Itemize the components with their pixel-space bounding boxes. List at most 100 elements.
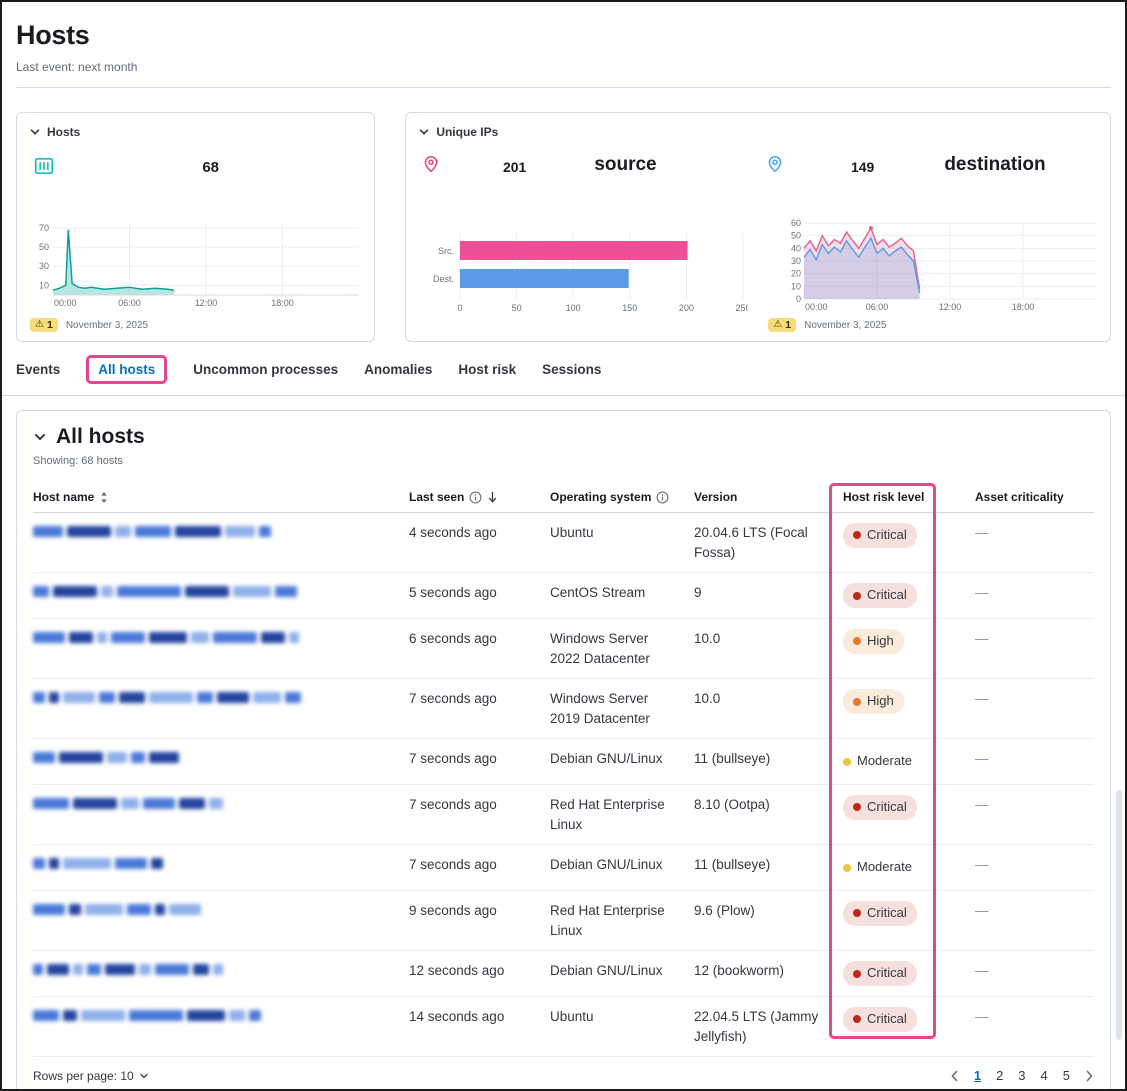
- version-cell: 22.04.5 LTS (Jammy Jellyfish): [694, 1009, 819, 1044]
- asset-criticality-cell: —: [975, 1009, 989, 1024]
- risk-dot-icon: [853, 803, 861, 812]
- page-5-button[interactable]: 5: [1062, 1068, 1070, 1084]
- asset-criticality-cell: —: [975, 903, 989, 919]
- page-1-button[interactable]: 1: [973, 1068, 982, 1084]
- svg-text:100: 100: [566, 303, 581, 313]
- risk-badge: Moderate: [843, 855, 922, 880]
- chevron-down-icon: [140, 1073, 148, 1078]
- table-row[interactable]: 7 seconds ago Debian GNU/Linux 11 (bulls…: [33, 739, 1094, 786]
- svg-text:10: 10: [791, 281, 801, 291]
- table-row[interactable]: 12 seconds ago Debian GNU/Linux 12 (book…: [33, 951, 1094, 997]
- svg-text:10: 10: [39, 280, 49, 290]
- risk-badge: Critical: [843, 795, 917, 820]
- last-seen-cell: 4 seconds ago: [409, 525, 497, 540]
- tab-all-hosts[interactable]: All hosts: [86, 355, 168, 384]
- table-row[interactable]: 5 seconds ago CentOS Stream 9 Critical —: [33, 573, 1094, 619]
- tab-sessions[interactable]: Sessions: [542, 362, 602, 377]
- risk-cell: Critical: [833, 523, 975, 548]
- tab-uncommon-processes[interactable]: Uncommon processes: [193, 362, 339, 377]
- table-row[interactable]: 14 seconds ago Ubuntu 22.04.5 LTS (Jammy…: [33, 997, 1094, 1058]
- host-name-cell[interactable]: [33, 689, 409, 704]
- risk-dot-icon: [843, 863, 851, 872]
- hosts-panel-toggle[interactable]: Hosts: [29, 125, 80, 139]
- risk-dot-icon: [853, 591, 861, 600]
- svg-text:30: 30: [39, 261, 49, 271]
- chart-warning-badge[interactable]: ⚠ 1: [30, 318, 58, 332]
- host-name-cell[interactable]: [33, 629, 409, 643]
- warning-icon: ⚠: [35, 319, 44, 330]
- info-icon[interactable]: [656, 491, 669, 504]
- page-3-button[interactable]: 3: [1018, 1068, 1026, 1084]
- col-host-name[interactable]: Host name: [33, 490, 409, 504]
- host-name-cell[interactable]: [33, 1007, 409, 1021]
- host-name-cell[interactable]: [33, 901, 409, 916]
- host-name-cell[interactable]: [33, 523, 409, 537]
- host-name-cell[interactable]: [33, 583, 409, 598]
- rows-per-page-button[interactable]: Rows per page: 10: [33, 1069, 149, 1083]
- last-seen-cell: 9 seconds ago: [409, 903, 497, 919]
- host-name-cell[interactable]: [33, 961, 409, 976]
- os-cell: Debian GNU/Linux: [550, 751, 663, 767]
- risk-label: High: [867, 693, 894, 709]
- version-cell: 10.0: [694, 691, 721, 707]
- host-name-cell[interactable]: [33, 795, 409, 810]
- col-risk-label: Host risk level: [843, 490, 925, 504]
- host-name-cell[interactable]: [33, 855, 409, 870]
- chart-warning-badge[interactable]: ⚠ 1: [768, 318, 797, 332]
- table-row[interactable]: 7 seconds ago Red Hat Enterprise Linux 8…: [33, 785, 1094, 846]
- asset-criticality-cell: —: [975, 797, 989, 813]
- table-row[interactable]: 7 seconds ago Debian GNU/Linux 11 (bulls…: [33, 845, 1094, 892]
- host-name-cell[interactable]: [33, 749, 409, 764]
- table-row[interactable]: 9 seconds ago Red Hat Enterprise Linux 9…: [33, 891, 1094, 952]
- risk-label: Critical: [867, 587, 907, 603]
- svg-text:70: 70: [39, 223, 49, 233]
- version-cell: 9.6 (Plow): [694, 903, 755, 919]
- risk-badge: Critical: [843, 1007, 917, 1032]
- risk-badge: Critical: [843, 961, 917, 986]
- unique-ips-panel-toggle[interactable]: Unique IPs: [418, 125, 498, 139]
- table-row[interactable]: 7 seconds ago Windows Server 2019 Datace…: [33, 679, 1094, 740]
- col-last-seen[interactable]: Last seen: [409, 490, 550, 504]
- page-4-button[interactable]: 4: [1040, 1068, 1048, 1084]
- risk-cell: Critical: [833, 1007, 975, 1032]
- svg-text:40: 40: [791, 243, 801, 253]
- ips-line-chart: 0 10 20 30 40 50 60 00:00 06:00 12:00 18:00: [791, 218, 1097, 312]
- tab-anomalies[interactable]: Anomalies: [364, 362, 433, 377]
- svg-text:00:00: 00:00: [54, 298, 77, 308]
- risk-dot-icon: [853, 637, 861, 646]
- next-page-button[interactable]: [1085, 1070, 1094, 1082]
- risk-dot-icon: [843, 757, 851, 766]
- os-cell: Red Hat Enterprise Linux: [550, 797, 665, 832]
- ips-line-chart-wrap: 0 10 20 30 40 50 60 00:00 06:00 12:00 18:00: [780, 217, 1102, 318]
- table-header: Host name Last seen: [33, 485, 1094, 513]
- last-seen-cell: 7 seconds ago: [409, 797, 497, 813]
- ips-bar-chart: 0 50 100 150 200 250 Src. Dest.: [433, 233, 751, 313]
- redacted-host-name: [33, 964, 333, 976]
- table-row[interactable]: 4 seconds ago Ubuntu 20.04.6 LTS (Focal …: [33, 513, 1094, 574]
- hosts-area-chart: 10 30 50 70 00:00 06:00 12:00 18:00: [39, 223, 359, 308]
- scrollbar-thumb[interactable]: [1116, 790, 1122, 1040]
- all-hosts-toggle[interactable]: All hosts: [33, 425, 1094, 449]
- version-cell: 20.04.6 LTS (Focal Fossa): [694, 525, 808, 560]
- risk-label: Critical: [867, 799, 907, 815]
- redacted-host-name: [33, 692, 333, 704]
- pagination: 1 2 3 4 5: [950, 1068, 1094, 1083]
- col-last-seen-label: Last seen: [409, 490, 465, 504]
- tab-events[interactable]: Events: [16, 362, 61, 377]
- info-icon[interactable]: [469, 491, 482, 504]
- page-2-button[interactable]: 2: [996, 1068, 1004, 1084]
- os-cell: Red Hat Enterprise Linux: [550, 903, 665, 938]
- table-body: 4 seconds ago Ubuntu 20.04.6 LTS (Focal …: [33, 513, 1094, 1058]
- tab-host-risk[interactable]: Host risk: [458, 362, 517, 377]
- chevron-down-icon: [30, 129, 40, 135]
- svg-text:12:00: 12:00: [195, 298, 218, 308]
- section-title: All hosts: [56, 425, 145, 448]
- table-row[interactable]: 6 seconds ago Windows Server 2022 Datace…: [33, 619, 1094, 680]
- col-asset-criticality: Asset criticality: [975, 490, 1094, 504]
- version-cell: 10.0: [694, 630, 721, 646]
- prev-page-button[interactable]: [950, 1070, 959, 1082]
- redacted-host-name: [33, 586, 333, 598]
- risk-badge: Critical: [843, 901, 917, 926]
- svg-text:Dest.: Dest.: [433, 274, 454, 284]
